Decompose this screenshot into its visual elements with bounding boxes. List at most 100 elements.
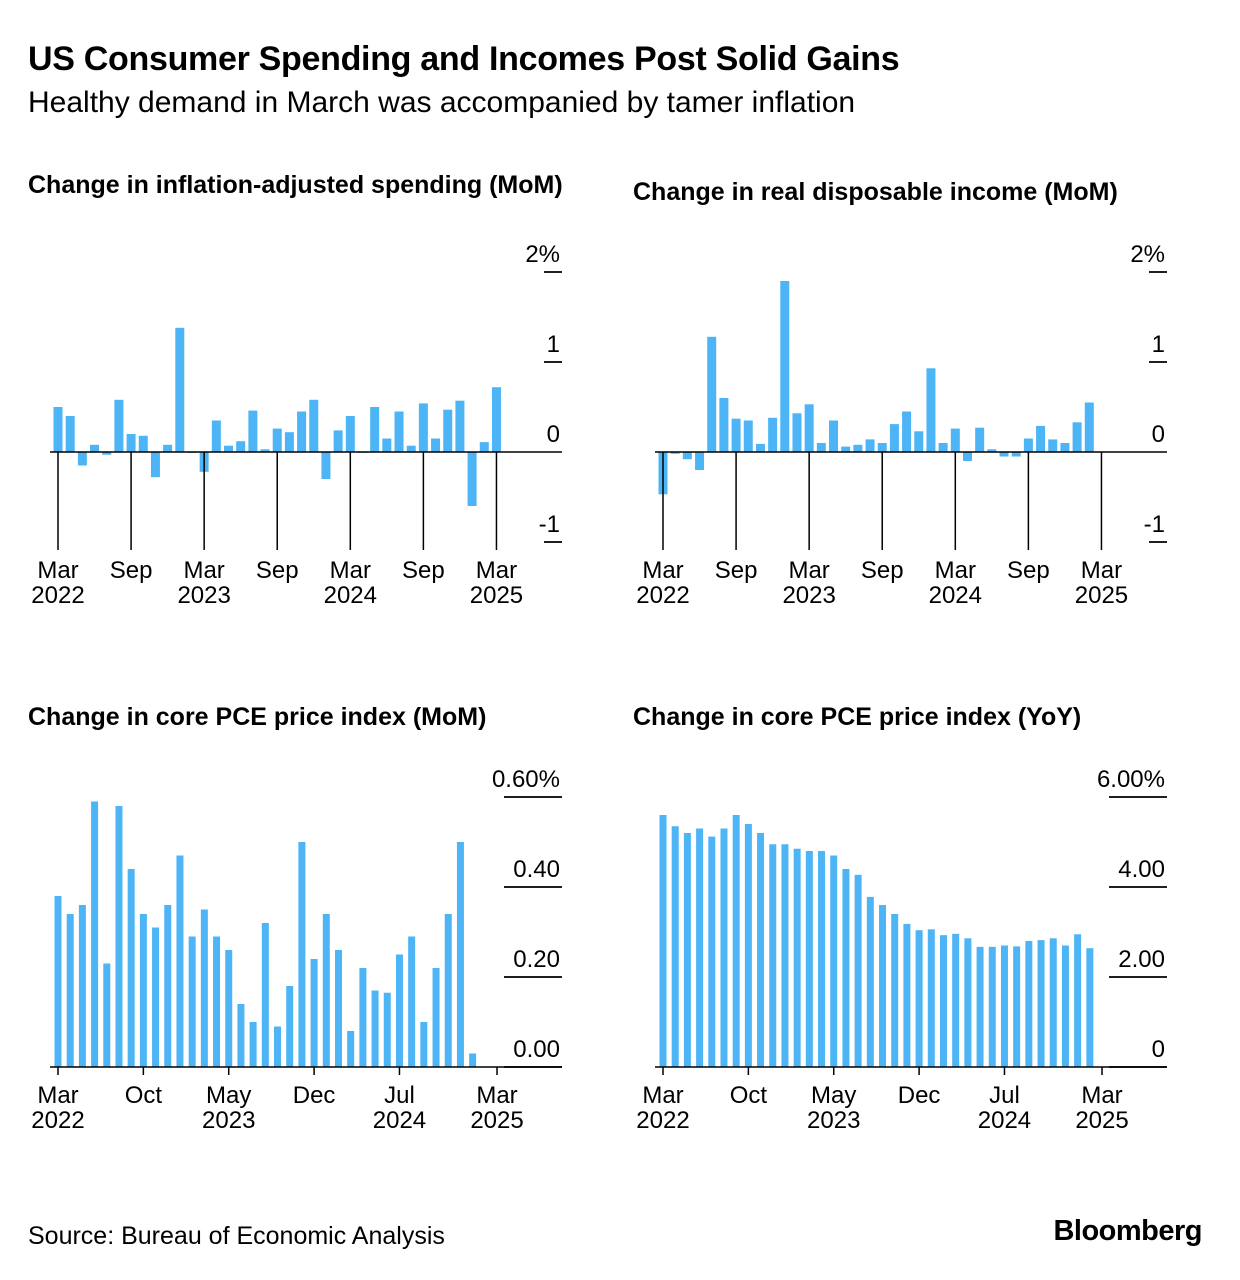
source-note: Source: Bureau of Economic Analysis [28,1222,445,1250]
bar [1037,940,1045,1067]
bar [383,992,391,1067]
bar [395,954,403,1067]
bar [1084,402,1094,452]
page-subtitle: Healthy demand in March was accompanied … [28,86,856,119]
bar [213,936,221,1067]
x-tick-year-label: 2025 [470,582,523,609]
bar [1013,946,1021,1067]
bar [150,452,160,478]
bar [78,905,86,1067]
bar [408,936,416,1067]
bar [841,446,851,452]
bar [1049,938,1057,1067]
x-tick-year-label: 2022 [31,582,84,609]
x-tick-year-label: 2023 [202,1107,255,1134]
y-tick-label: 0.20 [513,946,560,973]
x-tick-year-label: 2022 [636,1107,689,1134]
bar [224,445,234,452]
bar [671,826,679,1067]
bar [77,452,87,466]
bar [902,411,912,452]
x-tick-label: Mar [37,557,78,584]
y-tick-label: 2% [1130,241,1165,268]
x-tick-label: Sep [256,557,299,584]
bar [1072,422,1082,452]
bar [976,946,984,1067]
x-tick-label: Mar [476,1082,517,1109]
bar [903,923,911,1067]
y-tick-label: 0.40 [513,856,560,883]
y-tick-label: 0 [547,421,560,448]
bar [1023,438,1033,452]
x-tick-label: Jul [989,1082,1020,1109]
bloomberg-logo: Bloomberg [1053,1215,1202,1247]
x-tick-year-label: 2024 [929,582,982,609]
x-tick-label: Dec [293,1082,336,1109]
bar [1036,425,1046,452]
bar [769,844,777,1067]
bar [732,815,740,1067]
bar [103,963,111,1067]
y-tick-label: -1 [539,511,560,538]
bar [333,430,343,452]
bar [334,950,342,1067]
bar [915,930,923,1067]
x-tick-year-label: 2022 [636,582,689,609]
bar [237,1004,245,1067]
y-tick-label: 1 [547,331,560,358]
bar [455,400,465,452]
bar [418,403,428,452]
bar [879,905,887,1067]
bar [962,452,972,461]
bar [926,368,936,452]
x-tick-year-label: 2025 [1075,582,1128,609]
bar [964,938,972,1067]
bar [394,411,404,452]
bar [952,933,960,1067]
x-tick-year-label: 2024 [324,582,377,609]
chart-title-income: Change in real disposable income (MoM) [633,178,1118,206]
bar [818,851,826,1067]
bar [249,1022,257,1067]
x-tick-label: Oct [125,1082,163,1109]
bar [66,914,74,1067]
bar [297,411,307,452]
chart-title-core-pce-yoy: Change in core PCE price index (YoY) [633,703,1082,731]
chart-title-spending: Change in inflation-adjusted spending (M… [28,171,563,199]
bar [1074,934,1082,1067]
x-tick-label: Mar [476,557,517,584]
bar [431,438,441,452]
bar [479,442,489,452]
x-tick-year-label: 2024 [978,1107,1031,1134]
bar [188,936,196,1067]
x-tick-year-label: 2025 [1075,1107,1128,1134]
x-tick-year-label: 2023 [782,582,835,609]
y-tick-label: 0 [1152,1036,1165,1063]
bar [866,896,874,1067]
bar [793,848,801,1067]
bar [695,452,705,470]
bar [115,806,123,1067]
x-tick-label: Mar [935,557,976,584]
x-tick-label: Sep [861,557,904,584]
x-tick-year-label: 2023 [807,1107,860,1134]
bar [889,424,899,452]
bar [927,929,935,1067]
bar [175,327,185,452]
bar [443,409,453,452]
bar [163,444,173,452]
bar [853,444,863,452]
bar [743,420,753,452]
bar [469,1053,477,1067]
bar [877,443,887,452]
x-tick-label: Mar [1081,557,1122,584]
x-tick-year-label: 2024 [373,1107,426,1134]
bar [309,399,319,452]
bar [444,914,452,1067]
bar [260,449,270,452]
bar [670,452,680,454]
bar [138,435,148,452]
